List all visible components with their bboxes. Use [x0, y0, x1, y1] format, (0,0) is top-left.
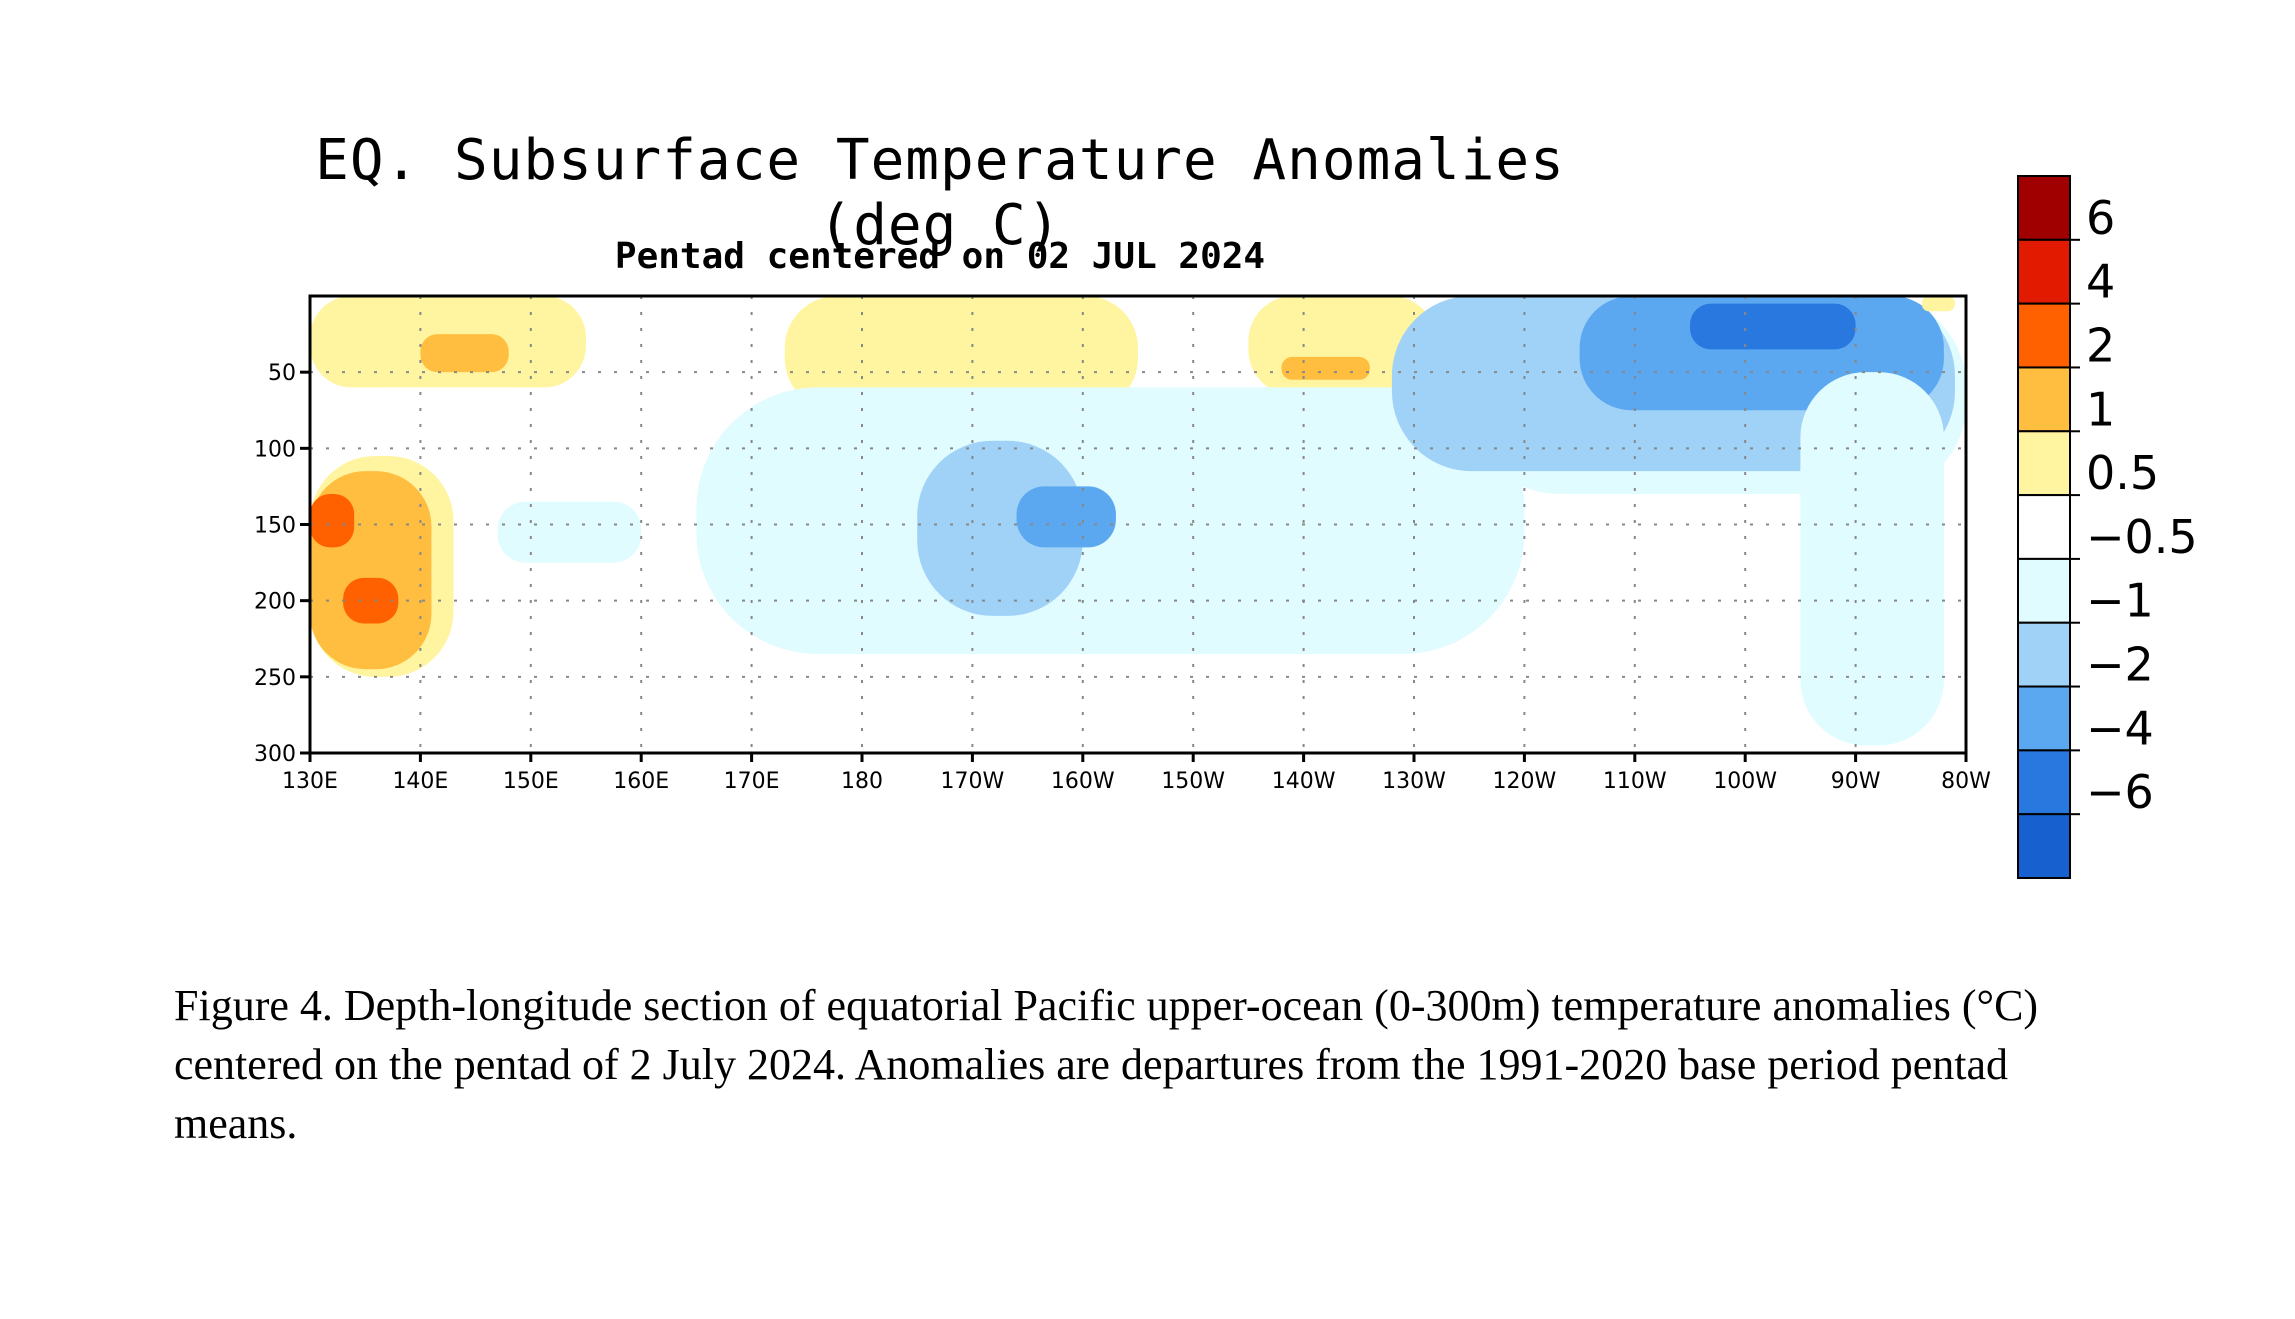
x-tick-label: 120W [1493, 769, 1557, 794]
colorbar: 6 4 2 1 0.5 −0.5 −1 −2 −4 −6 [2017, 175, 2198, 880]
colorbar-label: −1 [2086, 574, 2154, 628]
colorbar-label: 6 [2086, 191, 2115, 245]
anomaly-region-7 [310, 494, 355, 548]
colorbar-swatch [2017, 621, 2071, 688]
y-tick-label: 300 [254, 742, 296, 767]
anomaly-region-4 [1281, 356, 1370, 380]
anomaly-region-12 [1016, 486, 1116, 548]
colorbar-swatch [2017, 685, 2071, 752]
colorbar-swatch [2017, 494, 2071, 560]
x-axis: 130E 140E 150E 160E 170E 180 170W 160W 150W 140W 1… [282, 753, 1991, 794]
anomaly-region-18 [1921, 296, 1955, 312]
y-tick-label: 100 [254, 437, 296, 462]
colorbar-swatch [2017, 557, 2071, 624]
y-tick-label: 250 [254, 666, 296, 691]
chart-title: EQ. Subsurface Temperature Anomalies (de… [315, 128, 1565, 258]
anomaly-region-11 [917, 440, 1083, 616]
chart-subtitle: Pentad centered on 02 JUL 2024 [614, 236, 1266, 277]
colorbar-label: −2 [2086, 638, 2154, 692]
colorbar-label: 1 [2086, 382, 2115, 436]
colorbar-label: −6 [2086, 765, 2154, 819]
y-tick-label: 50 [268, 361, 296, 386]
x-tick-label: 150W [1161, 769, 1225, 794]
x-tick-label: 170E [724, 769, 780, 794]
colorbar-swatch [2017, 238, 2071, 305]
x-tick-label: 80W [1941, 769, 1991, 794]
colorbar-swatch [2017, 813, 2071, 880]
x-tick-label: 170W [941, 769, 1005, 794]
anomaly-region-1 [420, 334, 509, 373]
colorbar-swatch [2017, 175, 2071, 241]
colorbar-label: −4 [2086, 701, 2154, 755]
anomaly-region-8 [343, 577, 399, 624]
y-axis: 50 100 150 200 250 300 [254, 361, 310, 767]
x-tick-label: 110W [1603, 769, 1667, 794]
x-tick-label: 160E [613, 769, 669, 794]
anomaly-region-17 [1800, 372, 1944, 746]
colorbar-swatch [2017, 749, 2071, 816]
anomaly-region-16 [1690, 303, 1856, 350]
anomaly-field [310, 296, 1966, 746]
colorbar-swatch [2017, 366, 2071, 433]
x-tick-label: 140E [392, 769, 448, 794]
anomaly-region-9 [497, 501, 642, 563]
colorbar-label: 0.5 [2086, 446, 2159, 500]
colorbar-swatch [2017, 430, 2071, 497]
x-tick-label: 180 [841, 769, 883, 794]
anomaly-region-2 [784, 296, 1138, 411]
colorbar-swatch [2017, 302, 2071, 369]
x-tick-label: 100W [1713, 769, 1777, 794]
x-tick-label: 160W [1051, 769, 1115, 794]
x-tick-label: 130W [1382, 769, 1446, 794]
colorbar-label: 4 [2086, 255, 2115, 309]
colorbar-label: 2 [2086, 318, 2115, 372]
y-tick-label: 200 [254, 590, 296, 615]
x-tick-label: 130E [282, 769, 338, 794]
figure-caption: Figure 4. Depth-longitude section of equ… [174, 981, 2039, 1148]
y-tick-label: 150 [254, 514, 296, 539]
x-tick-label: 90W [1831, 769, 1881, 794]
colorbar-label: −0.5 [2086, 510, 2198, 564]
x-tick-label: 140W [1272, 769, 1336, 794]
x-tick-label: 150E [503, 769, 559, 794]
